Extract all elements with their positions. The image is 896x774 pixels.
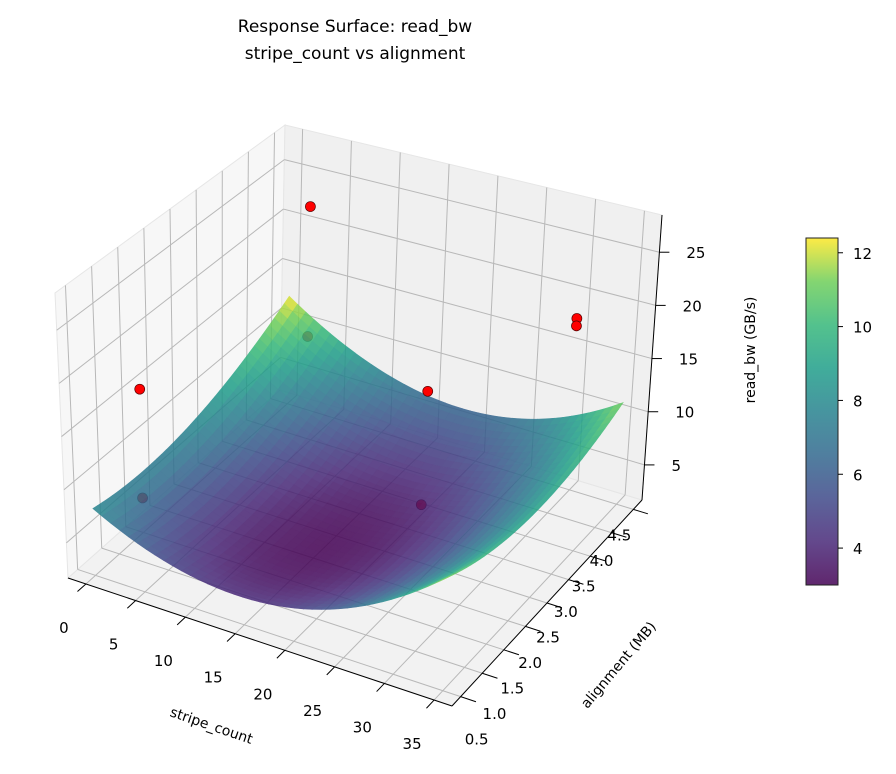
y-tick-label: 4.5 [607,526,631,544]
y-axis-label: alignment (MB) [578,619,660,712]
y-tick [482,673,497,678]
x-tick-label: 0 [59,619,69,637]
x-tick-label: 10 [154,652,173,670]
colorbar-tick-label: 4 [853,540,863,558]
x-tick-label: 5 [109,636,119,654]
z-tick-label: 25 [686,244,705,262]
y-tick [633,509,648,513]
z-tick-label: 5 [671,457,681,475]
x-tick [177,617,185,625]
z-tick-label: 10 [675,404,694,422]
y-tick-label: 0.5 [465,731,489,749]
y-tick-label: 3.5 [572,577,596,595]
x-tick [426,700,434,708]
data-point [135,384,145,394]
x-tick-label: 15 [204,669,223,687]
data-point [571,321,581,331]
y-tick [461,697,476,702]
chart-subtitle: stripe_count vs alignment [245,44,466,64]
x-tick [77,584,85,592]
y-tick-label: 1.5 [500,680,524,698]
x-tick [377,683,385,691]
chart-title: Response Surface: read_bw [238,17,473,37]
data-point [305,202,315,212]
data-point [423,386,433,396]
z-tick-label: 15 [679,351,698,369]
z-tick-label: 20 [683,297,702,315]
x-tick [227,634,235,642]
colorbar-tick-label: 8 [853,392,863,410]
x-tick-label: 25 [303,702,322,720]
colorbar-gradient [806,238,838,585]
y-tick-label: 2.0 [518,654,542,672]
colorbar-tick-label: 10 [853,319,872,337]
x-tick [277,650,285,658]
colorbar: 4 6 8 10 12 [806,238,872,585]
y-tick-label: 2.5 [536,629,560,647]
colorbar-tick-label: 12 [853,245,872,263]
x-tick-label: 30 [353,718,372,736]
y-tick-label: 4.0 [590,552,614,570]
y-tick [504,650,519,655]
y-tick-label: 1.0 [483,705,507,723]
x-axis-label: stripe_count [168,705,255,748]
colorbar-tick-label: 6 [853,466,863,484]
z-axis-label: read_bw (GB/s) [743,297,759,404]
x-tick [127,601,135,609]
y-tick-label: 3.0 [554,603,578,621]
x-tick [327,667,335,675]
x-tick-label: 20 [253,685,272,703]
x-tick-label: 35 [403,735,422,753]
